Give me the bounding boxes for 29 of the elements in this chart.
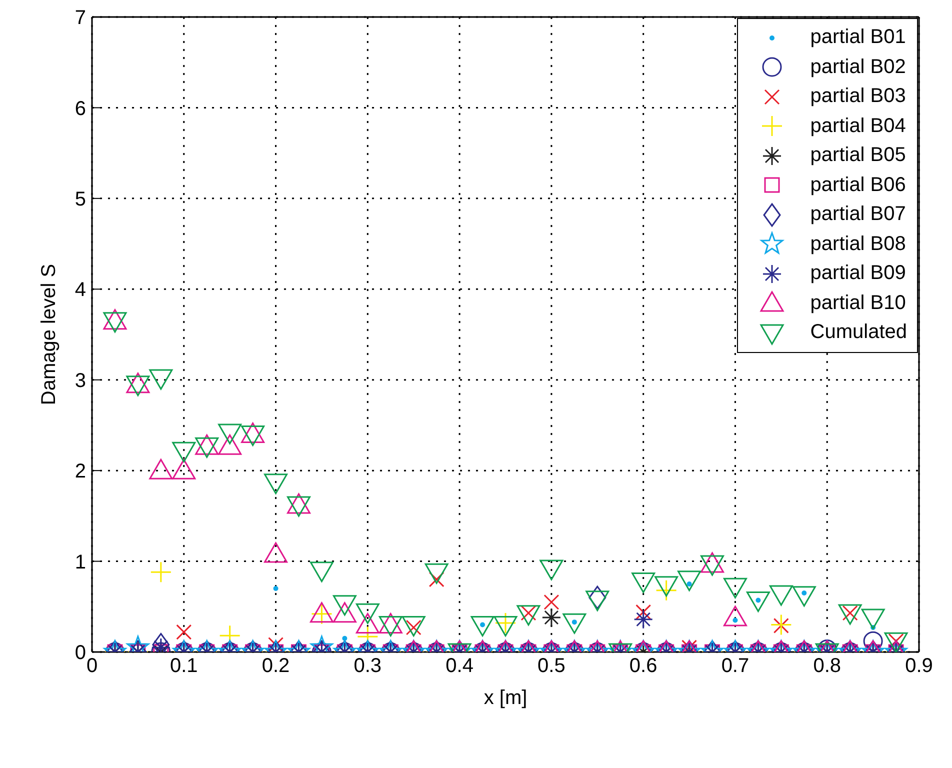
x-axis-title: x [m] bbox=[484, 687, 528, 709]
y-axis-title: Damage level S bbox=[38, 264, 60, 406]
x-tick-label: 0.4 bbox=[446, 655, 474, 678]
legend-label: partial B02 bbox=[810, 56, 906, 79]
x-tick-label: 0.6 bbox=[629, 655, 658, 678]
x-tick-label: 0.7 bbox=[721, 655, 750, 678]
x-tick-label: 0.2 bbox=[262, 655, 290, 678]
legend-label: partial B01 bbox=[810, 26, 906, 50]
legend-label: partial B08 bbox=[810, 232, 906, 256]
legend-label: partial B07 bbox=[810, 203, 906, 226]
x-tick-label: 0.1 bbox=[170, 655, 198, 678]
legend-label: partial B05 bbox=[810, 144, 906, 168]
legend-label: partial B03 bbox=[810, 85, 906, 108]
y-tick-label: 3 bbox=[74, 370, 86, 392]
legend-label: partial B10 bbox=[810, 292, 906, 315]
x-tick-label: 0.3 bbox=[354, 655, 382, 678]
y-tick-label: 4 bbox=[74, 279, 86, 302]
y-tick-label: 1 bbox=[74, 551, 86, 574]
legend-label: Cumulated bbox=[810, 321, 907, 344]
x-tick-label: 0.8 bbox=[813, 655, 842, 678]
x-tick-label: 0.9 bbox=[905, 655, 933, 678]
y-tick-label: 7 bbox=[74, 7, 86, 30]
legend-label: partial B04 bbox=[810, 114, 906, 138]
y-tick-label: 2 bbox=[74, 460, 86, 483]
y-tick-label: 6 bbox=[74, 98, 86, 120]
legend-label: partial B09 bbox=[810, 262, 906, 286]
legend-label: partial B06 bbox=[810, 174, 906, 197]
y-tick-label: 5 bbox=[74, 188, 86, 211]
x-tick-label: 0.5 bbox=[538, 655, 566, 678]
